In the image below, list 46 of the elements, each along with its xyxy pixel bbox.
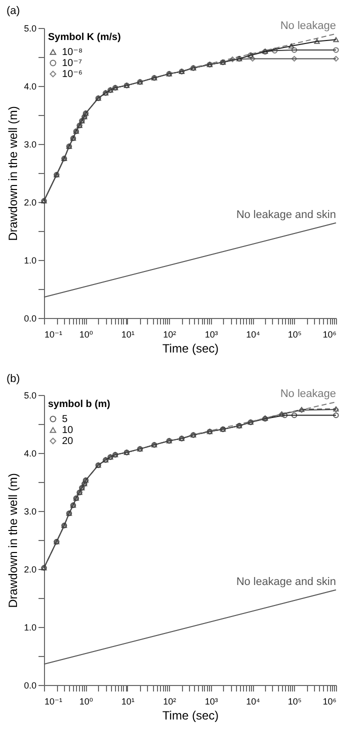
- x-tick-label: 10⁶: [322, 330, 337, 340]
- legend-title: Symbol K (m/s): [48, 32, 121, 43]
- x-tick-label: 10⁰: [79, 696, 94, 706]
- series-label: No leakage: [280, 388, 336, 400]
- x-tick-label: 10¹: [121, 696, 134, 706]
- legend-label: 10: [62, 425, 74, 436]
- y-tick-label: 4.0: [24, 448, 36, 458]
- x-tick-label: 10⁴: [246, 696, 260, 706]
- x-tick-label: 10⁵: [288, 330, 302, 340]
- y-tick-label: 1.0: [24, 256, 36, 266]
- x-axis-title: Time (sec): [162, 342, 219, 356]
- y-tick-label: 3.0: [24, 506, 36, 516]
- x-axis-title: Time (sec): [162, 708, 219, 722]
- legend-title: symbol b (m): [48, 399, 110, 410]
- x-tick-label: 10⁻¹: [44, 330, 62, 340]
- x-tick-label: 10⁴: [246, 330, 260, 340]
- x-tick-label: 10¹: [121, 330, 134, 340]
- series-label: No leakage and skin: [236, 576, 336, 588]
- x-tick-label: 10⁵: [288, 696, 302, 706]
- y-tick-label: 1.0: [24, 622, 36, 632]
- y-tick-label: 3.0: [24, 140, 36, 150]
- y-axis-title: Drawdown in the well (m): [6, 106, 20, 241]
- y-axis-title: Drawdown in the well (m): [6, 473, 20, 608]
- x-tick-label: 10⁰: [79, 330, 94, 340]
- y-tick-label: 2.0: [24, 564, 36, 574]
- x-tick-label: 10³: [204, 696, 218, 706]
- legend-label: 10⁻⁷: [62, 58, 82, 69]
- series-label: No leakage: [280, 20, 336, 32]
- x-tick-label: 10⁻¹: [44, 696, 62, 706]
- chart-title: (b): [6, 372, 20, 385]
- x-tick-label: 10²: [163, 696, 176, 706]
- y-tick-label: 4.0: [24, 82, 36, 92]
- legend-label: 10⁻⁸: [62, 47, 83, 58]
- y-tick-label: 5.0: [24, 24, 36, 34]
- chart-title: (a): [6, 4, 20, 17]
- y-tick-label: 2.0: [24, 198, 36, 208]
- y-tick-label: 0.0: [24, 680, 36, 690]
- legend-label: 20: [62, 436, 74, 447]
- x-tick-label: 10⁶: [322, 696, 337, 706]
- x-tick-label: 10³: [204, 330, 218, 340]
- y-tick-label: 5.0: [24, 390, 36, 400]
- y-tick-label: 0.0: [24, 314, 36, 324]
- legend-label: 5: [62, 414, 68, 425]
- legend-label: 10⁻⁶: [62, 69, 83, 80]
- series-label: No leakage and skin: [236, 208, 336, 221]
- x-tick-label: 10²: [163, 330, 176, 340]
